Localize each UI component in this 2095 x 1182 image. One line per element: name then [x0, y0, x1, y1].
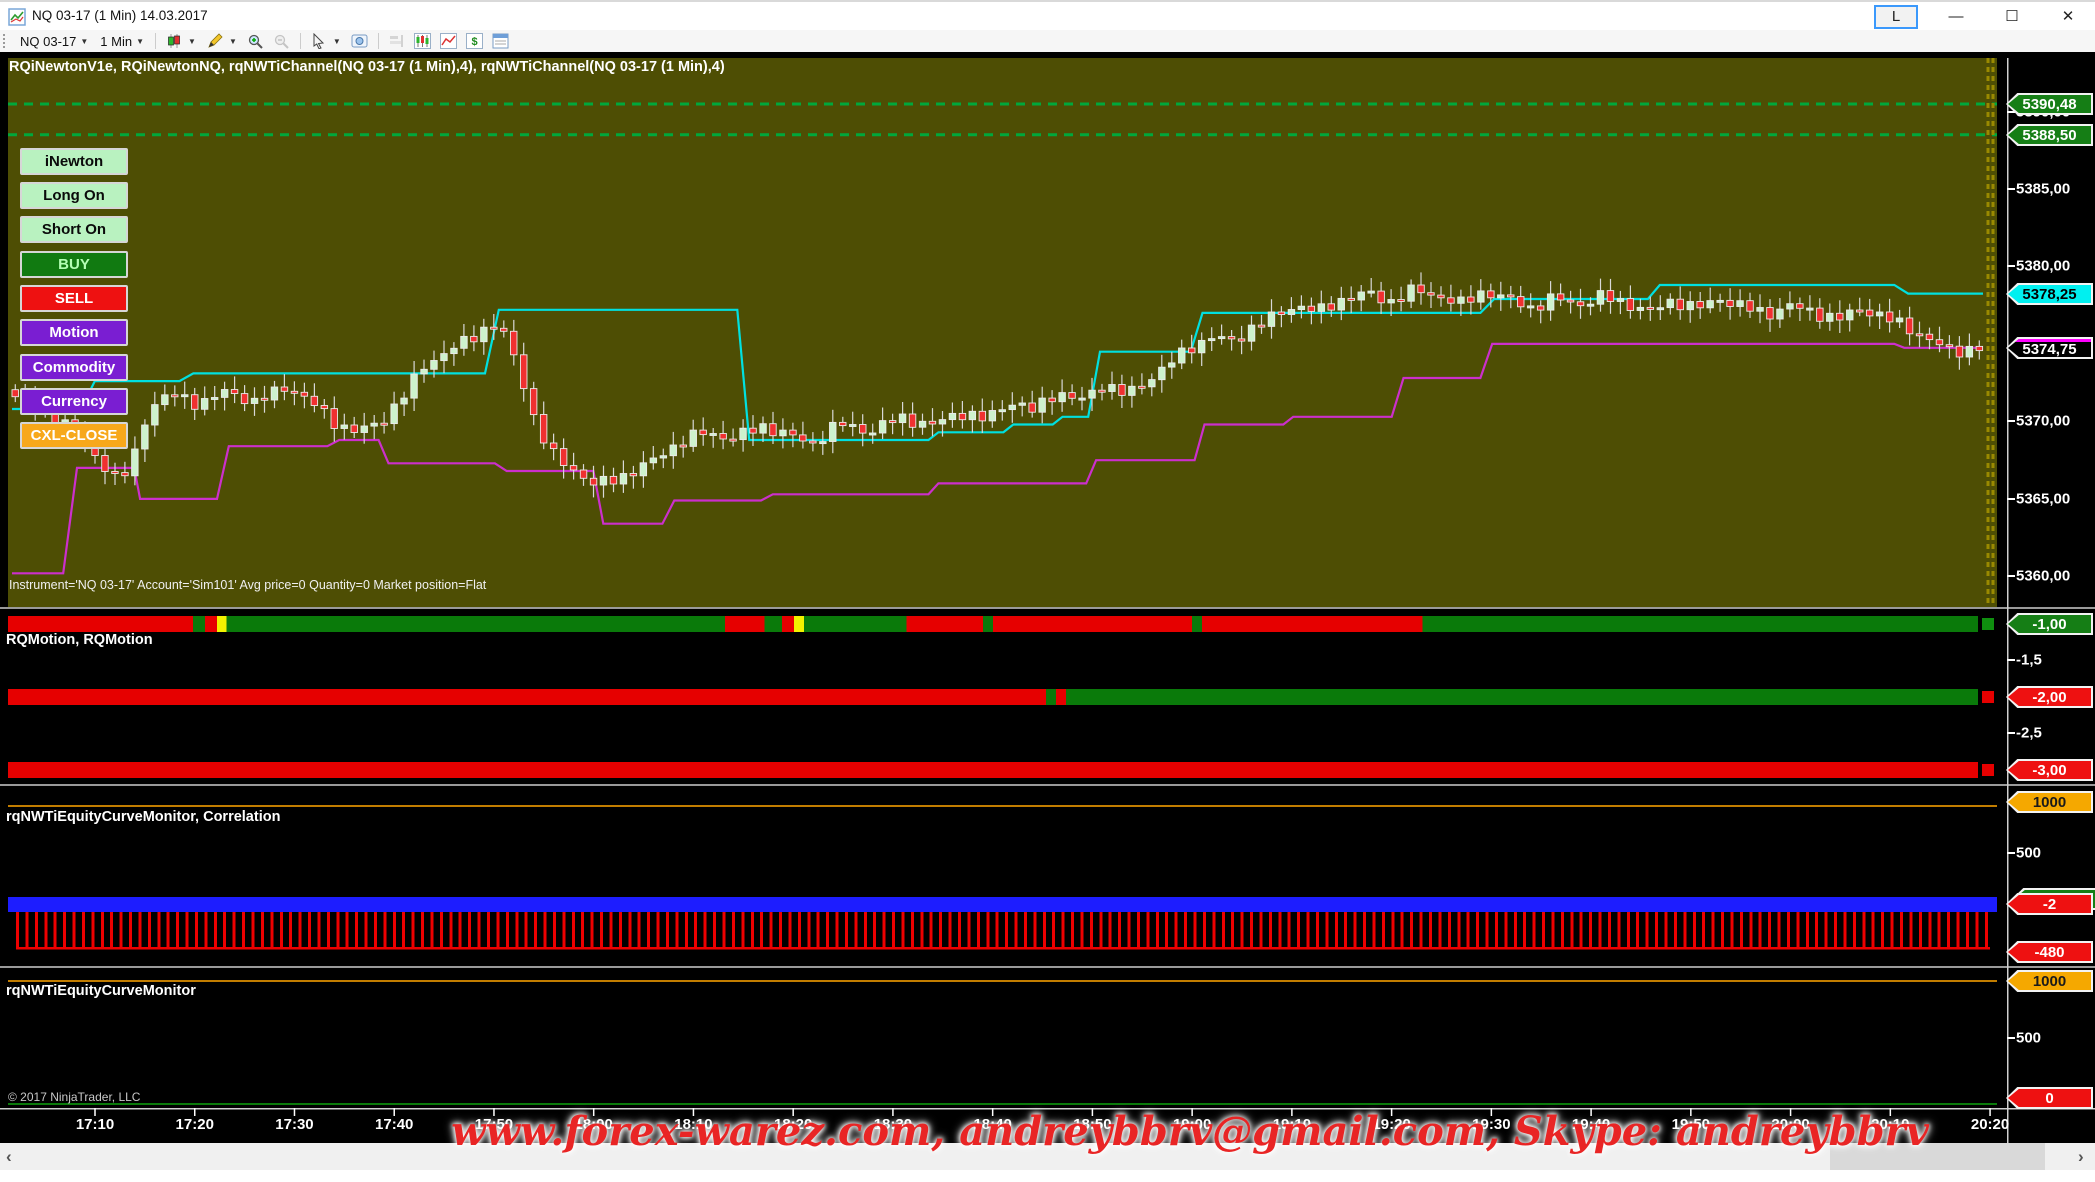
drawing-pencil-icon[interactable] — [205, 33, 225, 50]
window-bottom-strip — [0, 1170, 2095, 1182]
value-tag: 5378,25 — [2006, 283, 2093, 305]
short-on-button[interactable]: Short On — [20, 216, 128, 243]
time-label: 17:30 — [275, 1116, 314, 1133]
chart-style-candlestick-icon[interactable] — [164, 33, 184, 50]
time-label: 17:40 — [375, 1116, 414, 1133]
time-label: 18:20 — [773, 1116, 813, 1133]
instrument-status-line: Instrument='NQ 03-17' Account='Sim101' A… — [9, 578, 487, 592]
inewton-button[interactable]: iNewton — [20, 148, 128, 175]
motion-button[interactable]: Motion — [20, 319, 128, 346]
value-tag: -480 — [2006, 941, 2093, 963]
panel-label-equity: rqNWTiEquityCurveMonitor — [6, 983, 196, 999]
time-label: 19:50 — [1671, 1116, 1711, 1133]
panel-label-correlation: rqNWTiEquityCurveMonitor, Correlation — [6, 809, 281, 825]
value-tag: 1000 — [2006, 791, 2093, 813]
commodity-button[interactable]: Commodity — [20, 354, 128, 381]
axis-label: 5360,00 — [2016, 567, 2071, 585]
value-tag: -2,00 — [2006, 686, 2093, 708]
zoom-out-icon[interactable] — [272, 33, 292, 50]
time-label: 20:20 — [1970, 1116, 2010, 1133]
time-label: 19:10 — [1272, 1116, 1312, 1133]
time-label: 17:10 — [75, 1116, 115, 1133]
chart-header: RQiNewtonV1e, RQiNewtonNQ, rqNWTiChannel… — [9, 59, 725, 75]
sell-button[interactable]: SELL — [20, 285, 128, 312]
last-price-tag: 5374,75 — [2006, 337, 2093, 359]
axis-label: 500 — [2016, 1029, 2042, 1047]
scroll-right-arrow[interactable]: › — [2078, 1147, 2084, 1166]
time-label: 18:50 — [1073, 1116, 1112, 1133]
bar-type-icon[interactable] — [413, 33, 433, 50]
time-label: 17:20 — [175, 1116, 214, 1133]
line-type-icon[interactable] — [439, 33, 459, 50]
chevron-down-icon[interactable]: ▼ — [136, 36, 145, 46]
time-label: 18:30 — [873, 1116, 913, 1133]
toolbar-separator — [299, 33, 301, 49]
svg-text:$: $ — [472, 36, 478, 48]
titlebar: NQ 03-17 (1 Min) 14.03.2017 L — ☐ ✕ — [0, 0, 2095, 30]
minimize-button[interactable]: — — [1948, 8, 1964, 25]
axis-label: 5380,00 — [2016, 257, 2071, 275]
chevron-down-icon[interactable]: ▼ — [332, 36, 341, 46]
time-label: 19:20 — [1372, 1116, 1411, 1133]
panel-label-rqmotion: RQMotion, RQMotion — [6, 632, 153, 648]
time-label: 19:30 — [1472, 1116, 1511, 1133]
chevron-down-icon[interactable]: ▼ — [228, 36, 237, 46]
value-tag: 0 — [2006, 1087, 2093, 1109]
instrument-selector[interactable]: NQ 03-17 — [20, 33, 77, 49]
time-label: 19:00 — [1172, 1116, 1212, 1133]
axis-label: 500 — [2016, 844, 2042, 862]
value-tag: 1000 — [2006, 970, 2093, 992]
currency-button[interactable]: Currency — [20, 388, 128, 415]
toolbar-separator — [377, 33, 379, 49]
axis-label: 5365,00 — [2016, 490, 2071, 508]
data-box-icon[interactable] — [491, 33, 511, 50]
cursor-mode-icon[interactable] — [309, 33, 329, 50]
value-tag: -3,00 — [2006, 759, 2093, 781]
time-label: 17:50 — [474, 1116, 514, 1133]
buy-button[interactable]: BUY — [20, 251, 128, 278]
value-tag: -1,00 — [2006, 613, 2093, 635]
axis-label: 5370,00 — [2016, 412, 2071, 430]
window-title: NQ 03-17 (1 Min) 14.03.2017 — [32, 8, 208, 23]
layout-lock-button[interactable]: L — [1874, 5, 1918, 29]
maximize-button[interactable]: ☐ — [2005, 8, 2019, 25]
interval-selector[interactable]: 1 Min — [100, 33, 133, 49]
time-label: 18:00 — [574, 1116, 613, 1133]
watermark-text: www.forex-warez.com, andreybbrv@gmail.co… — [451, 1108, 1929, 1155]
time-label: 18:10 — [674, 1116, 713, 1133]
account-dollar-icon[interactable]: $ — [465, 33, 485, 50]
cxl-close-button[interactable]: CXL-CLOSE — [20, 422, 128, 449]
value-tag: 5388,50 — [2006, 124, 2093, 146]
zoom-in-icon[interactable] — [246, 33, 266, 50]
time-label: 20:00 — [1771, 1116, 1810, 1133]
app-icon — [8, 8, 26, 26]
horizontal-scrollbar[interactable]: ‹ › — [0, 1143, 2095, 1170]
toolbar-separator — [155, 33, 157, 49]
chart-trader-icon[interactable] — [387, 33, 407, 50]
axis-label: 5385,00 — [2016, 180, 2071, 198]
axis-label: -2,5 — [2016, 724, 2042, 742]
snapshot-icon[interactable] — [350, 33, 370, 50]
time-label: 19:40 — [1571, 1116, 1611, 1133]
long-on-button[interactable]: Long On — [20, 182, 128, 209]
toolbar-grip[interactable] — [3, 34, 9, 48]
axis-label: -1,5 — [2016, 651, 2042, 669]
time-label: 20:10 — [1871, 1116, 1910, 1133]
value-tag: 5390,48 — [2006, 93, 2093, 115]
value-tag: -2 — [2006, 893, 2093, 915]
scrollbar-thumb[interactable] — [1830, 1143, 2045, 1170]
scroll-left-arrow[interactable]: ‹ — [6, 1147, 12, 1166]
chevron-down-icon[interactable]: ▼ — [80, 36, 89, 46]
close-button[interactable]: ✕ — [2061, 8, 2075, 25]
copyright-text: © 2017 NinjaTrader, LLC — [8, 1090, 141, 1104]
time-label: 18:40 — [973, 1116, 1012, 1133]
chevron-down-icon[interactable]: ▼ — [188, 36, 196, 46]
